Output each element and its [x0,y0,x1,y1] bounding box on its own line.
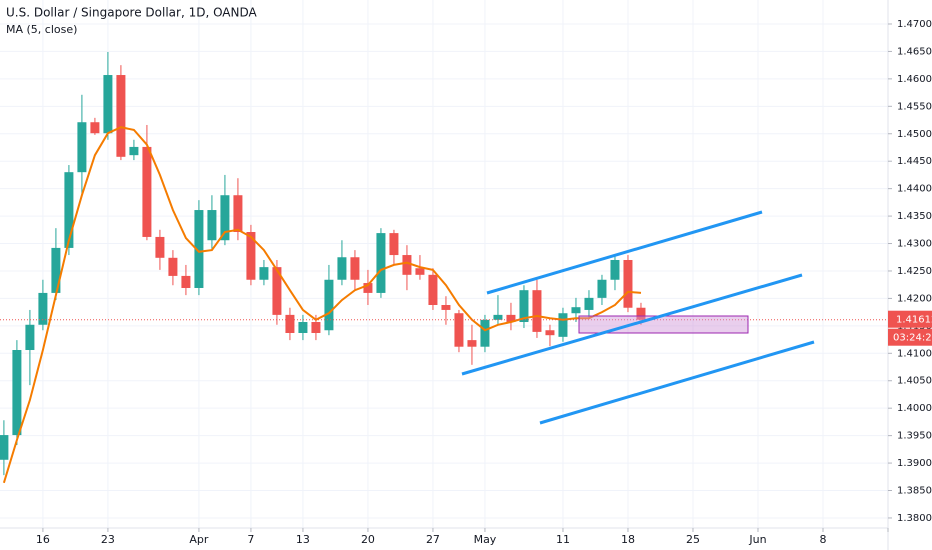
candle-body [571,307,581,314]
candle-body [350,257,360,280]
grid [0,0,888,528]
x-tick-label: 27 [426,533,440,546]
candle-body [103,75,113,134]
candle-body [116,75,126,157]
countdown-label: 03:24:26 [893,333,932,344]
candle-body [90,122,100,134]
y-tick-label: 1.42000 [897,293,932,304]
candle-body [12,350,22,436]
y-tick-label: 1.45000 [897,129,932,140]
candle-body [402,255,412,275]
x-tick-label: Jun [748,533,766,546]
y-tick-label: 1.43500 [897,211,932,222]
ma-line [2,126,642,484]
trend-line[interactable] [486,210,763,295]
candle-body [389,233,399,256]
countdown-box [888,328,932,346]
candle-body [51,247,61,293]
candle-body [480,319,490,347]
y-tick-label: 1.46500 [897,46,932,57]
candle-body [467,340,477,347]
range-box[interactable] [578,315,749,334]
candle-body [623,259,633,308]
candle-body [38,292,48,325]
candle-body [77,122,87,173]
candle-body [194,210,204,288]
candle-body [636,307,646,320]
candle-body [545,330,555,336]
candle-body [272,267,282,315]
axes: 1.38000 1.38500 1.39000 1.39500 1.40000 1.405… [36,19,932,546]
candle-body [597,279,607,298]
x-tick-label: 25 [686,533,700,546]
x-tick-label: 11 [556,533,570,546]
candle-body [454,313,464,347]
candle-body [337,257,347,280]
drawings [461,210,815,425]
candle-body [558,313,568,337]
x-tick-label: May [474,533,497,546]
x-tick-label: 16 [36,533,50,546]
x-tick-label: 23 [101,533,115,546]
candle-body [519,290,529,323]
y-tick-label: 1.42500 [897,266,932,277]
candle-body [428,274,438,305]
candle-body [376,233,386,293]
x-tick-label: 13 [296,533,310,546]
chart-title: U.S. Dollar / Singapore Dollar, 1D, OAND… [6,6,258,20]
candle-body [415,268,425,275]
candle-body [363,283,373,293]
y-tick-label: 1.38000 [897,513,932,524]
candle-body [493,314,503,320]
y-tick-label: 1.46000 [897,74,932,85]
x-tick-label: 8 [819,533,826,546]
y-tick-label: 1.39500 [897,431,932,442]
y-tick-label: 1.47000 [897,19,932,30]
candle-body [155,236,165,258]
candle-body [142,146,152,237]
x-tick-label: 18 [621,533,635,546]
candle-body [324,279,334,331]
candle-body [25,324,35,351]
candle-body [311,322,321,333]
y-tick-label: 1.40500 [897,376,932,387]
candle-body [259,267,269,280]
candle-body [298,322,308,333]
y-tick-label: 1.43000 [897,239,932,250]
candle-body [233,195,243,233]
candle-body [285,314,295,333]
last-price-label: 1.41612 [896,315,932,326]
candle-body [506,314,516,323]
last-price-box [888,310,932,328]
plot [0,51,888,484]
x-tick-label: 7 [247,533,254,546]
candle-body [207,210,217,241]
y-tick-label: 1.39000 [897,458,932,469]
y-tick-label: 1.45500 [897,101,932,112]
candle-body [64,172,74,248]
y-tick-label: 1.40000 [897,403,932,414]
y-tick-label: 1.44000 [897,184,932,195]
trend-line[interactable] [461,273,803,376]
candle-body [610,259,620,280]
x-tick-label: Apr [189,533,209,546]
candle-body [0,435,9,460]
candle-body [168,257,178,276]
candle-body [220,195,230,241]
candle-body [181,275,191,288]
y-tick-label: 1.41000 [897,348,932,359]
candle-body [246,232,256,280]
candle-body [129,146,139,156]
y-tick-label: 1.44500 [897,156,932,167]
candle-body [584,297,594,310]
x-tick-label: 20 [361,533,375,546]
candle-body [532,290,542,332]
legend-ma: MA (5, close) [6,23,77,36]
y-tick-label: 1.38500 [897,486,932,497]
trend-line[interactable] [539,340,815,425]
candle-body [441,304,451,310]
